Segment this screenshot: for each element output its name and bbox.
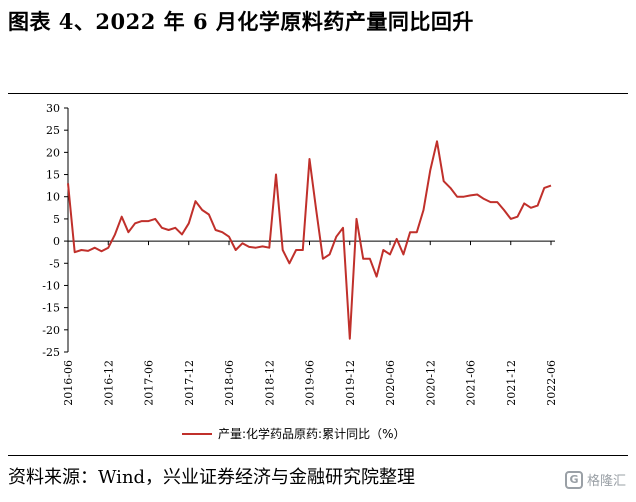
legend-label: 产量:化学药品原药:累计同比（%）: [218, 426, 406, 441]
y-tick-label: -5: [49, 257, 60, 270]
y-tick-label: 30: [46, 102, 60, 115]
top-rule: [8, 93, 628, 94]
x-tick-label: 2018-06: [223, 360, 236, 406]
y-tick-label: -15: [42, 302, 60, 315]
y-tick-label: 0: [53, 235, 60, 248]
x-tick-label: 2018-12: [263, 360, 276, 406]
source-note: 资料来源：Wind，兴业证券经济与金融研究院整理: [8, 467, 416, 488]
watermark-logo-icon: G: [564, 470, 583, 489]
y-tick-label: -25: [42, 346, 60, 359]
x-tick-label: 2021-12: [505, 360, 518, 406]
x-tick-label: 2021-06: [465, 360, 478, 406]
x-tick-label: 2019-12: [344, 360, 357, 406]
x-tick-label: 2016-06: [62, 360, 75, 406]
series-line: [67, 140, 552, 340]
x-tick-label: 2019-06: [304, 360, 317, 406]
x-tick-label: 2020-12: [424, 360, 437, 406]
y-tick-label: -20: [42, 324, 60, 337]
x-tick-label: 2017-06: [143, 360, 156, 406]
y-tick-label: -10: [42, 279, 60, 292]
y-tick-label: 25: [46, 124, 60, 137]
x-tick-label: 2017-12: [183, 360, 196, 406]
y-tick-label: 10: [46, 191, 60, 204]
watermark: G 格隆汇: [564, 470, 626, 489]
y-tick-label: 20: [46, 146, 60, 159]
y-tick-label: 5: [53, 213, 60, 226]
bottom-rule: [8, 455, 628, 456]
legend: 产量:化学药品原药:累计同比（%）: [182, 426, 406, 441]
watermark-text: 格隆汇: [586, 474, 626, 489]
plot-area: [67, 140, 552, 340]
chart-title: 图表 4、2022 年 6 月化学原料药产量同比回升: [8, 9, 474, 34]
x-tick-label: 2022-06: [545, 360, 558, 406]
x-tick-label: 2020-06: [384, 360, 397, 406]
y-tick-label: 15: [46, 169, 60, 182]
x-tick-label: 2016-12: [102, 360, 115, 406]
